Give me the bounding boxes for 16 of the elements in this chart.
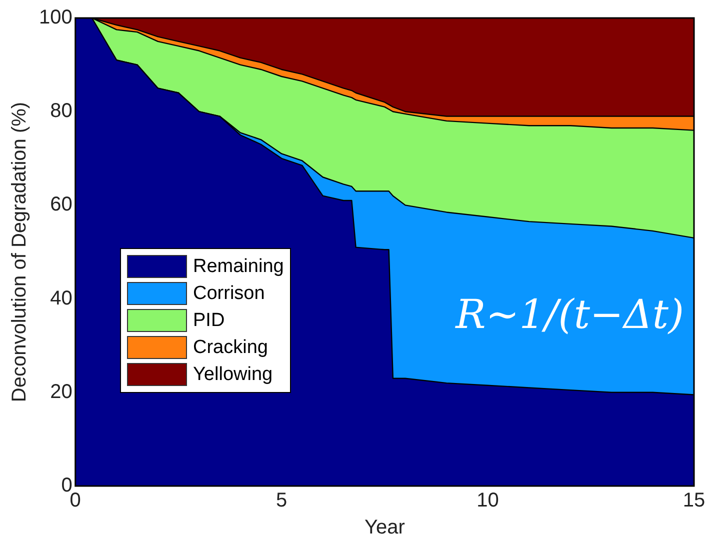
legend-label: Corrison — [193, 282, 265, 304]
y-tick-label: 40 — [50, 287, 72, 310]
annotation: R~1/(t−Δt) — [454, 292, 684, 338]
x-tick-label: 10 — [476, 490, 499, 512]
y-tick-label: 20 — [50, 380, 72, 403]
series-label: Remaining — [193, 256, 284, 278]
y-axis-title: Deconvolution of Degradation (%) — [8, 102, 31, 402]
legend-label: PID — [193, 310, 225, 332]
legend-label: Yellowing — [193, 364, 273, 386]
x-axis-title: Year — [364, 516, 406, 539]
y-tick-label: 100 — [38, 6, 72, 29]
legend-label: Cracking — [193, 336, 268, 358]
x-tick-label: 15 — [682, 490, 706, 512]
x-tick-label: 5 — [276, 490, 288, 512]
y-tick-label: 60 — [50, 194, 72, 216]
y-tick-label: 80 — [50, 100, 72, 122]
